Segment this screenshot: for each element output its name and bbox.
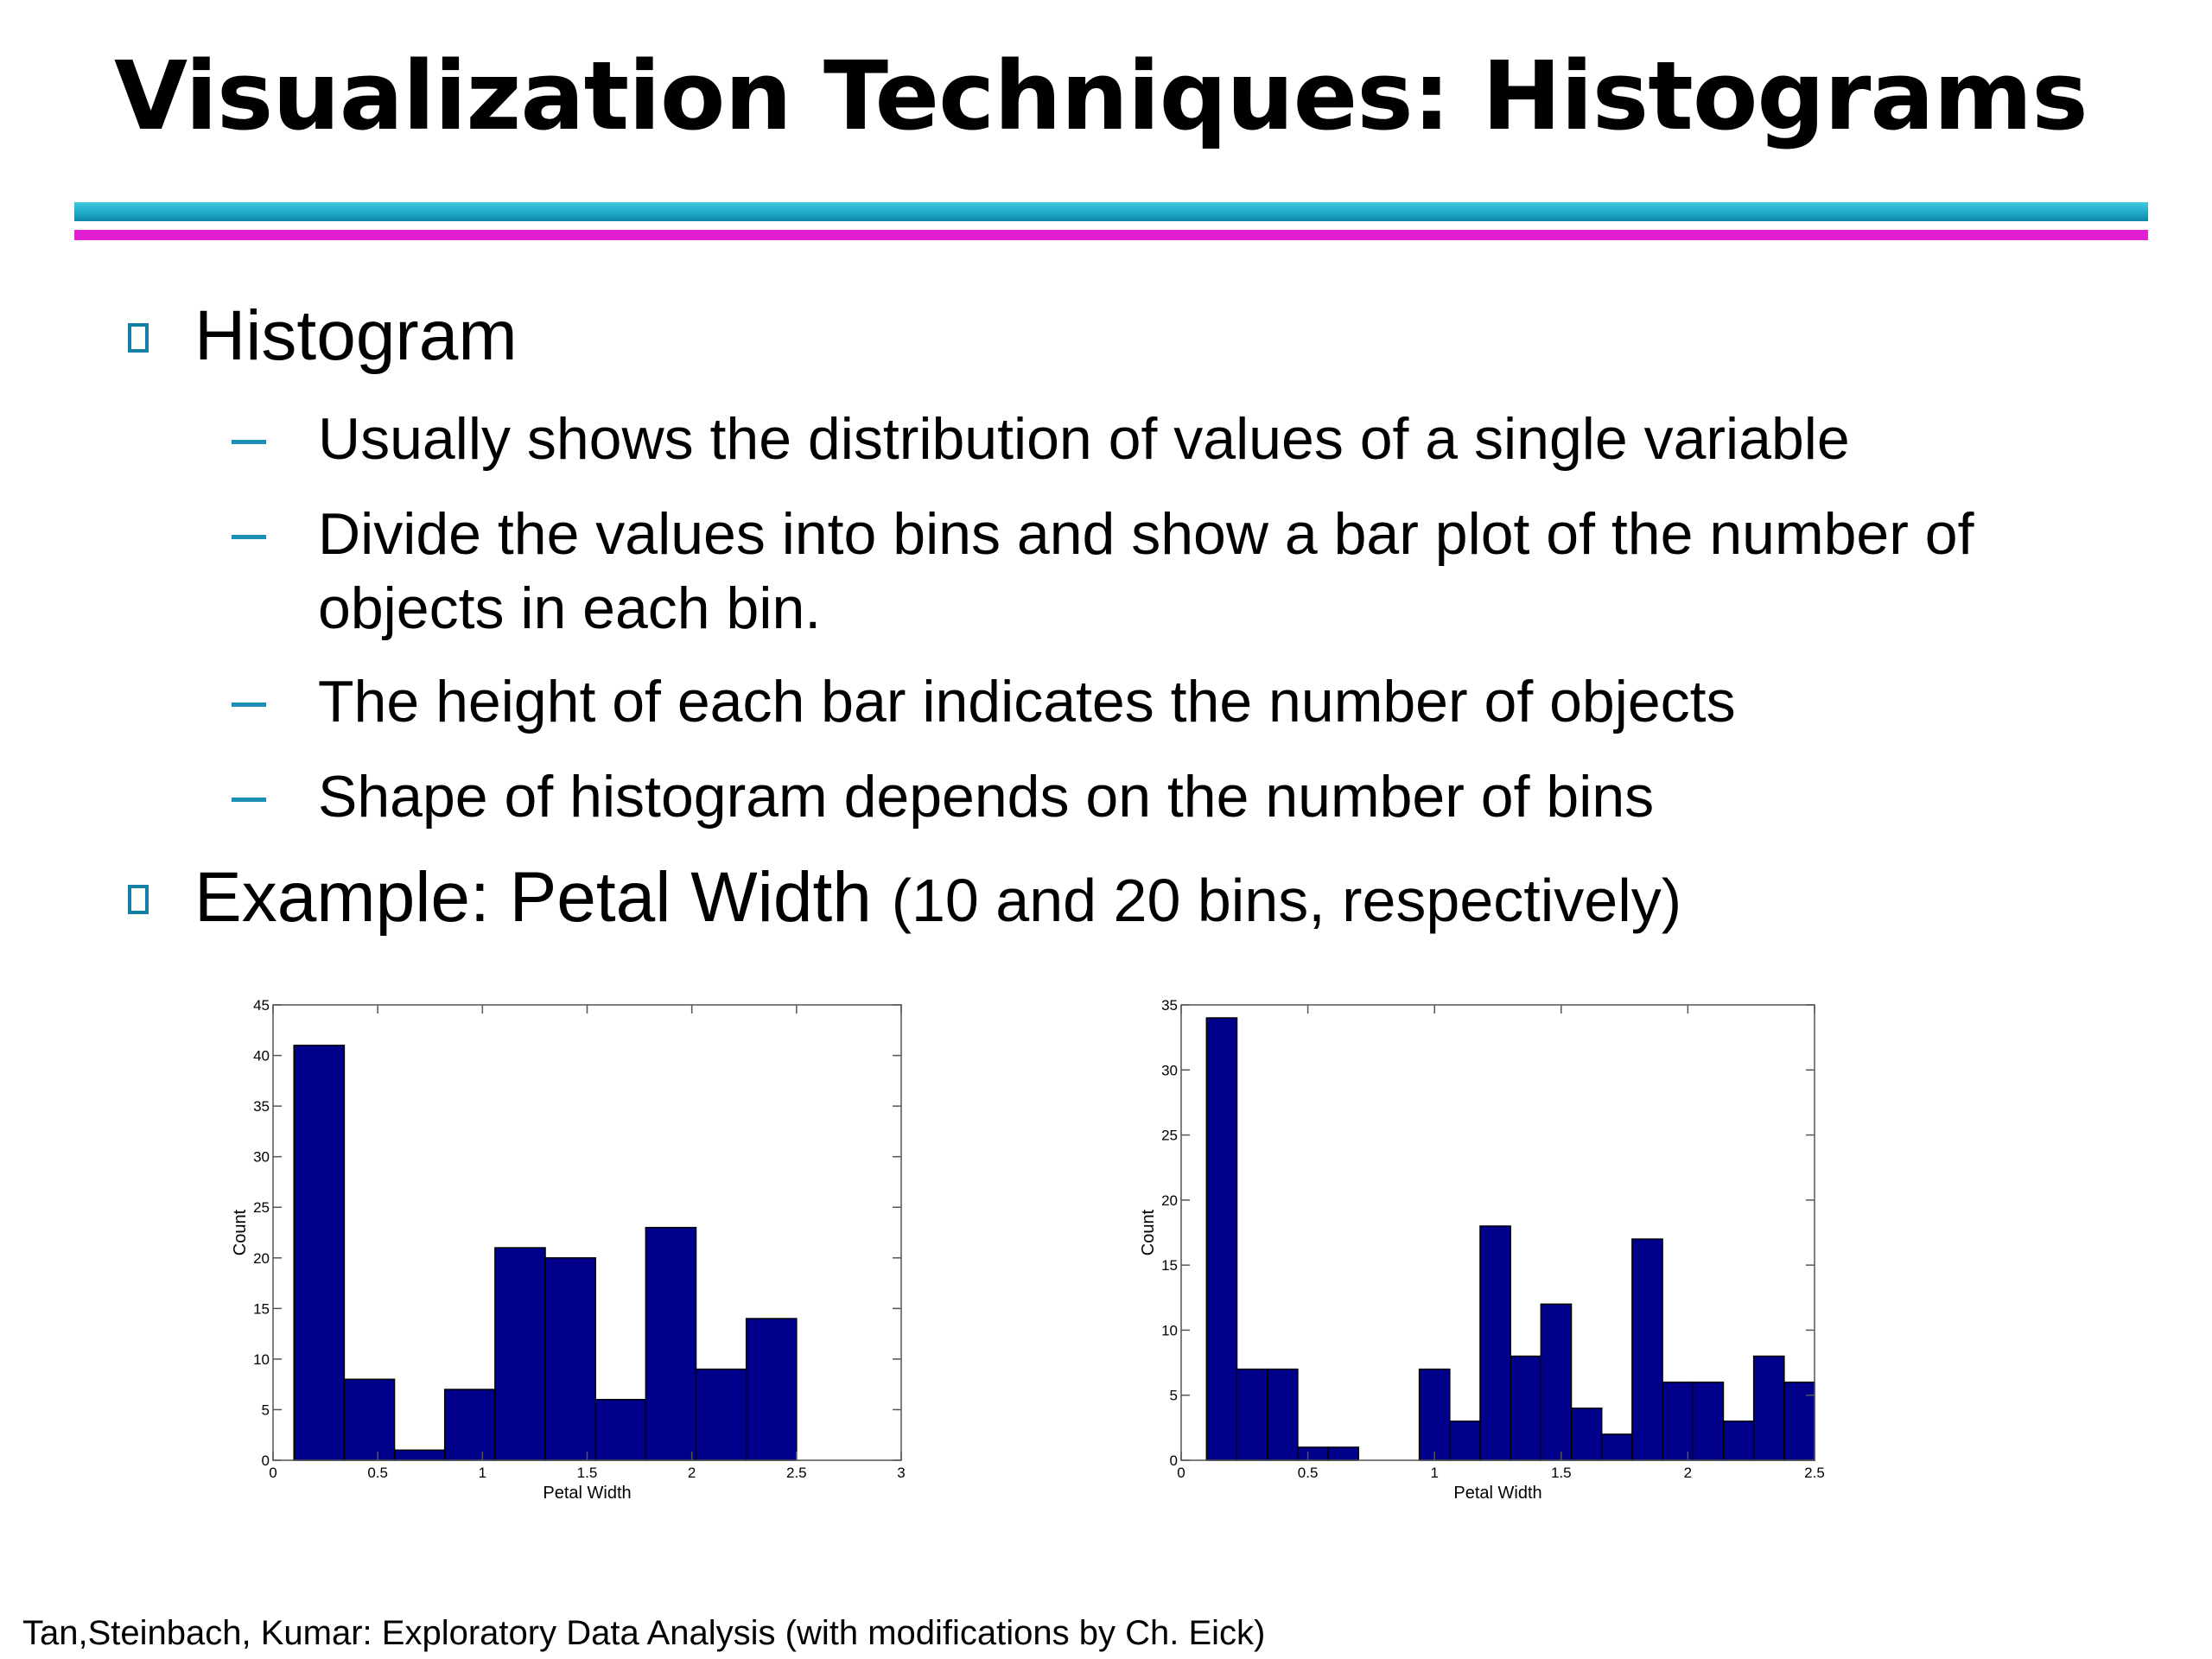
dash-bullet-icon (232, 535, 266, 539)
bullet-label: Histogram (194, 296, 518, 375)
histogram-bar (1662, 1381, 1694, 1461)
y-tick-label: 25 (253, 1199, 270, 1216)
x-tick-label: 2 (1684, 1465, 1692, 1481)
sub-bullet-text: The height of each bar indicates the num… (318, 669, 1736, 734)
histogram-bar (1449, 1421, 1481, 1461)
y-tick-label: 0 (1170, 1452, 1178, 1469)
histogram-20-bins: 0 0.5 1 1.5 2 2.5 0 5 10 15 20 25 30 35 Petal Width Cou… (1119, 985, 1879, 1521)
histogram-bar (393, 1449, 446, 1461)
x-axis-label: Petal Width (543, 1484, 631, 1503)
x-tick-label: 1.5 (1551, 1465, 1572, 1481)
x-tick-label: 0 (269, 1465, 276, 1481)
histogram-bar (1266, 1368, 1299, 1461)
y-tick-label: 20 (253, 1250, 270, 1267)
title-rule-magenta (74, 230, 2148, 240)
histogram-20-bins-svg: 0 0.5 1 1.5 2 2.5 0 5 10 15 20 25 30 35 Petal Width Cou… (1139, 997, 1825, 1503)
dash-bullet-icon (232, 440, 266, 444)
y-tick-label: 0 (262, 1452, 270, 1469)
x-tick-label: 2.5 (1804, 1465, 1825, 1481)
sub-bullet-text: Divide the values into bins and show a b… (318, 501, 1974, 567)
bullet-label: Example: Petal Width (10 and 20 bins, re… (194, 862, 1681, 933)
histogram-bar (1236, 1368, 1268, 1461)
dash-bullet-icon (232, 702, 266, 707)
histogram-bar (1510, 1355, 1542, 1461)
bullet-example-suffix: (10 and 20 bins, respectively) (891, 867, 1682, 934)
histogram-10-bins: 0 0.5 1 1.5 2 2.5 3 0 5 10 15 20 25 30 35 40 45 Petal Wid… (207, 985, 968, 1521)
histogram-bar (594, 1398, 647, 1461)
x-axis-label: Petal Width (1453, 1484, 1541, 1503)
bullet-example-text: Example: Petal Width (194, 858, 872, 937)
histogram-bar (1600, 1433, 1633, 1461)
x-tick-label: 1 (479, 1465, 486, 1481)
histogram-bar (1297, 1446, 1329, 1461)
x-tick-label: 1.5 (577, 1465, 598, 1481)
histogram-bar (443, 1389, 496, 1461)
y-tick-label: 15 (253, 1300, 270, 1317)
y-axis-label: Count (231, 1209, 250, 1255)
y-tick-label: 35 (1161, 997, 1178, 1014)
y-tick-label: 45 (253, 997, 270, 1014)
histogram-bar (695, 1368, 747, 1461)
histogram-bar (1327, 1446, 1359, 1461)
x-tick-label: 3 (897, 1465, 905, 1481)
x-tick-label: 0.5 (367, 1465, 388, 1481)
x-tick-label: 0 (1177, 1465, 1185, 1481)
y-tick-label: 30 (1161, 1062, 1178, 1078)
histogram-bar (1205, 1017, 1238, 1461)
title-rule-cyan (74, 202, 2148, 221)
histogram-bar (1631, 1238, 1663, 1461)
square-bullet-icon (128, 323, 149, 353)
y-tick-label: 30 (253, 1149, 270, 1166)
sub-bullet-text: Shape of histogram depends on the number… (318, 764, 1655, 830)
histogram-bar (494, 1247, 546, 1461)
histogram-bar (1479, 1225, 1511, 1461)
y-tick-label: 10 (253, 1351, 270, 1368)
y-tick-label: 35 (253, 1098, 270, 1115)
y-tick-label: 5 (262, 1402, 270, 1418)
histogram-bar (1418, 1368, 1451, 1461)
slide-title: Visualization Techniques: Histograms (114, 41, 2088, 151)
histogram-bar (745, 1318, 798, 1461)
sub-bullet-text: objects in each bin. (318, 575, 822, 641)
y-tick-label: 15 (1161, 1257, 1178, 1274)
dash-bullet-icon (232, 798, 266, 802)
histogram-bar (645, 1226, 697, 1461)
y-axis-label: Count (1139, 1209, 1158, 1255)
histogram-bar (1783, 1381, 1815, 1461)
y-tick-label: 10 (1161, 1322, 1178, 1338)
histogram-bar (544, 1257, 596, 1461)
y-tick-label: 40 (253, 1048, 270, 1065)
square-bullet-icon (128, 885, 149, 914)
x-tick-label: 2.5 (786, 1465, 807, 1481)
histogram-bar (1570, 1408, 1603, 1461)
histogram-bar (293, 1045, 346, 1461)
histogram-bar (1692, 1381, 1725, 1461)
x-tick-label: 2 (688, 1465, 696, 1481)
histogram-bar (1540, 1303, 1573, 1461)
x-tick-label: 0.5 (1298, 1465, 1319, 1481)
histogram-bar (1722, 1421, 1755, 1461)
y-tick-label: 25 (1161, 1128, 1178, 1144)
histogram-bar (1752, 1355, 1785, 1461)
sub-bullet-text: Usually shows the distribution of values… (318, 406, 1850, 472)
x-tick-label: 1 (1430, 1465, 1438, 1481)
y-tick-label: 20 (1161, 1192, 1178, 1209)
histogram-bar (343, 1378, 396, 1461)
y-tick-label: 5 (1170, 1388, 1178, 1404)
footer-credit: Tan,Steinbach, Kumar: Exploratory Data A… (22, 1614, 1266, 1652)
plot-frame (1180, 1004, 1815, 1461)
